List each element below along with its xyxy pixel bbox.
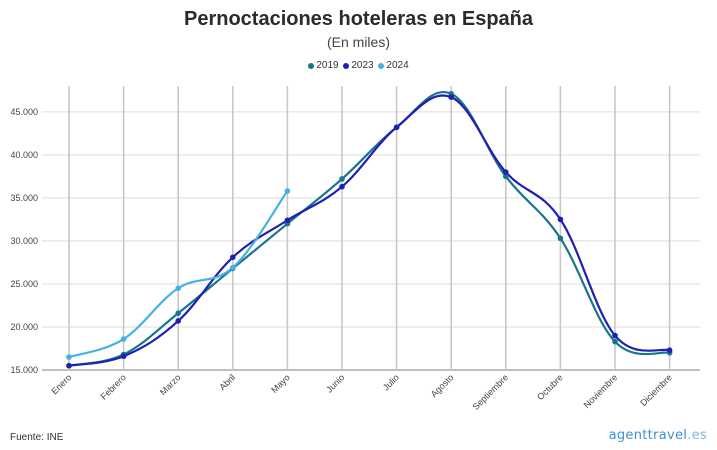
data-point-2019[interactable] (557, 235, 564, 242)
x-tick-label: Noviembre (582, 372, 620, 410)
data-point-2024[interactable] (284, 188, 291, 194)
data-point-2023[interactable] (557, 216, 564, 223)
legend-swatch-2019 (308, 62, 315, 69)
y-tick-label: 30.000 (10, 236, 38, 246)
data-point-2023[interactable] (503, 169, 509, 175)
data-point-2023[interactable] (339, 183, 345, 190)
series-points (66, 90, 673, 369)
y-tick-label: 20.000 (10, 322, 38, 332)
y-tick-label: 25.000 (10, 279, 38, 289)
data-point-2024[interactable] (175, 285, 181, 292)
x-tick-label: Junio (324, 372, 346, 394)
legend-swatch-2024 (378, 62, 385, 69)
x-tick-label: Abril (217, 372, 237, 392)
brand-logo: agenttravel.es (609, 428, 707, 443)
y-axis-ticks: 15.000 20.000 25.000 30.000 35.000 40.000 45.0… (10, 107, 38, 375)
data-point-2023[interactable] (448, 94, 455, 100)
data-point-2024[interactable] (66, 354, 72, 360)
data-point-2023[interactable] (66, 362, 72, 369)
legend-label-2024: 2024 (386, 60, 409, 71)
data-point-2019[interactable] (175, 310, 181, 317)
legend-item-2023[interactable]: 2023 (343, 60, 374, 71)
brand-main: agenttravel (608, 428, 688, 443)
x-tick-label: Mayo (269, 372, 292, 395)
series-line-2019[interactable] (68, 90, 670, 367)
x-tick-label: Octubre (535, 372, 565, 402)
legend-item-2019[interactable]: 2019 (308, 60, 339, 71)
series-lines (68, 90, 670, 367)
chart-subtitle: (En miles) (326, 34, 390, 50)
data-point-2023[interactable] (393, 124, 400, 131)
legend-label-2019: 2019 (316, 60, 339, 71)
legend-item-2024[interactable]: 2024 (378, 60, 409, 71)
data-point-2024[interactable] (230, 264, 236, 271)
source-note: Fuente: INE (10, 432, 64, 443)
x-axis-ticks: Enero Febrero Marzo Abril Mayo Junio Julio Agos… (49, 372, 674, 412)
legend: 2019 2023 2024 (0, 60, 717, 72)
data-point-2019[interactable] (339, 176, 345, 182)
data-point-2023[interactable] (120, 353, 127, 360)
series-line-2023[interactable] (68, 94, 670, 367)
x-tick-label: Marzo (158, 372, 183, 397)
data-point-2023[interactable] (612, 332, 618, 339)
y-tick-label: 15.000 (10, 365, 38, 375)
x-tick-label: Septiembre (471, 372, 511, 412)
legend-label-2023: 2023 (351, 60, 374, 71)
data-point-2019[interactable] (503, 173, 509, 180)
x-tick-label: Agosto (429, 372, 456, 399)
data-point-2023[interactable] (230, 254, 236, 261)
data-point-2023[interactable] (175, 318, 181, 324)
x-tick-label: Enero (49, 372, 73, 396)
data-point-2019[interactable] (612, 338, 618, 345)
data-point-2023[interactable] (666, 347, 673, 354)
chart-title: Pernoctaciones hoteleras en España (183, 8, 534, 30)
data-point-2024[interactable] (120, 336, 127, 342)
legend-swatch-2023 (343, 62, 350, 69)
x-tick-label: Julio (381, 372, 401, 392)
y-tick-label: 40.000 (10, 150, 38, 160)
y-tick-label: 35.000 (10, 193, 38, 203)
x-tick-label: Diciembre (638, 372, 674, 408)
data-point-2023[interactable] (284, 217, 291, 224)
x-tick-label: Febrero (99, 372, 128, 401)
grid (42, 86, 700, 371)
brand-suffix: .es (687, 428, 707, 443)
y-tick-label: 45.000 (10, 107, 38, 117)
